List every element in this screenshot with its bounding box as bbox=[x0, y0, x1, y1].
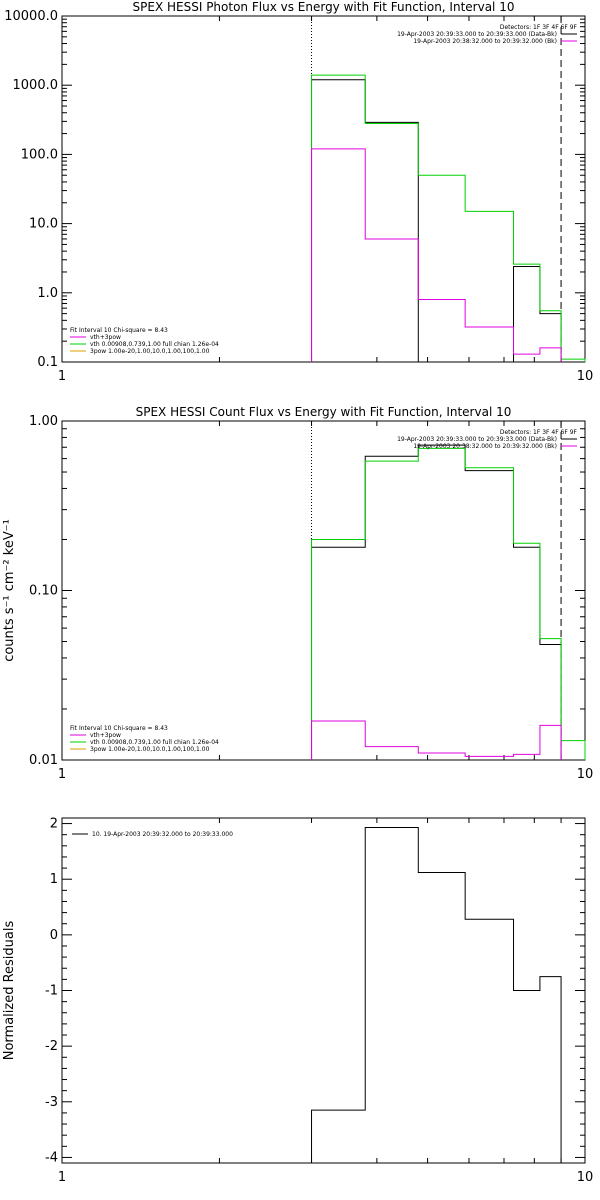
legend-entry: Detectors: 1F 3F 4F 6F 9F bbox=[500, 429, 578, 436]
y-axis-label: Normalized Residuals bbox=[2, 921, 17, 1061]
y-axis-label: counts s⁻¹ cm⁻² keV⁻¹ bbox=[2, 519, 17, 662]
legend-entry: 19-Apr-2003 20:38:32.000 to 20:39:32.000… bbox=[413, 443, 557, 450]
y-tick-label: 1.00 bbox=[29, 414, 58, 429]
y-tick-label: 10000.0 bbox=[4, 9, 58, 24]
legend-entry: 19-Apr-2003 20:39:33.000 to 20:39:33.000… bbox=[397, 31, 557, 38]
chart-title: SPEX HESSI Photon Flux vs Energy with Fi… bbox=[133, 0, 515, 14]
legend-entry: vth 0.00908,0.739,1.00 full chian 1.26e-… bbox=[90, 739, 219, 746]
chart-title: SPEX HESSI Count Flux vs Energy with Fit… bbox=[136, 405, 512, 419]
y-tick-label: -4 bbox=[45, 1150, 58, 1165]
x-tick-label: 1 bbox=[58, 1170, 66, 1185]
legend-entry: vth+3pow bbox=[90, 732, 121, 739]
legend-entry: 10. 19-Apr-2003 20:39:32.000 to 20:39:33… bbox=[92, 831, 233, 838]
y-tick-label: 2 bbox=[50, 817, 58, 832]
x-tick-label: 10 bbox=[577, 369, 594, 384]
x-tick-label: 1 bbox=[58, 369, 66, 384]
count-flux-chart: SPEX HESSI Count Flux vs Energy with Fit… bbox=[2, 405, 593, 782]
legend-entry: Detectors: 1F 3F 4F 6F 9F bbox=[500, 24, 578, 31]
magenta-histogram-series bbox=[311, 148, 562, 362]
legend-entry: vth 0.00908,0.739,1.00 full chian 1.26e-… bbox=[90, 341, 219, 348]
x-tick-label: 10 bbox=[577, 767, 594, 782]
plot-frame bbox=[61, 15, 586, 363]
legend-entry: Fit Interval 10 Chi-square = 8.43 bbox=[70, 725, 168, 732]
y-tick-label: 0.10 bbox=[29, 584, 58, 599]
black-histogram-series bbox=[311, 826, 562, 1163]
green-histogram-series bbox=[311, 74, 586, 362]
legend-entry: 19-Apr-2003 20:38:32.000 to 20:39:32.000… bbox=[413, 38, 557, 45]
y-tick-label: 1 bbox=[50, 872, 58, 887]
y-tick-label: 1.0 bbox=[37, 286, 58, 301]
y-tick-label: 1000.0 bbox=[13, 78, 59, 93]
green-histogram-series bbox=[311, 447, 586, 760]
plot-frame bbox=[61, 817, 586, 1164]
photon-flux-chart: SPEX HESSI Photon Flux vs Energy with Fi… bbox=[4, 0, 593, 384]
y-tick-label: 0 bbox=[50, 928, 58, 943]
y-tick-label: -3 bbox=[45, 1095, 58, 1110]
y-tick-label: 0.01 bbox=[29, 753, 58, 768]
x-tick-label: 10 bbox=[577, 1170, 594, 1185]
y-tick-label: -1 bbox=[45, 984, 58, 999]
magenta-histogram-series bbox=[311, 720, 562, 760]
residuals-chart: -4 -3 -2 -1 0 1 2 1 10 Normalized Residuals 10. 19… bbox=[2, 817, 593, 1185]
y-tick-label: 0.1 bbox=[37, 355, 58, 370]
legend-entry: Fit Interval 10 Chi-square = 8.43 bbox=[70, 327, 168, 334]
black-histogram-series bbox=[311, 444, 562, 760]
legend-entry: 19-Apr-2003 20:39:33.000 to 20:39:33.000… bbox=[397, 436, 557, 443]
legend-entry: 3pow 1.00e-20,1.00,10.0,1.00,100,1.00 bbox=[90, 348, 210, 355]
y-tick-label: 10.0 bbox=[29, 217, 58, 232]
legend-entry: 3pow 1.00e-20,1.00,10.0,1.00,100,1.00 bbox=[90, 746, 210, 753]
plot-frame bbox=[61, 420, 586, 761]
x-tick-label: 1 bbox=[58, 767, 66, 782]
y-tick-label: 100.0 bbox=[21, 147, 58, 162]
legend-entry: vth+3pow bbox=[90, 334, 121, 341]
y-tick-label: -2 bbox=[45, 1039, 58, 1054]
